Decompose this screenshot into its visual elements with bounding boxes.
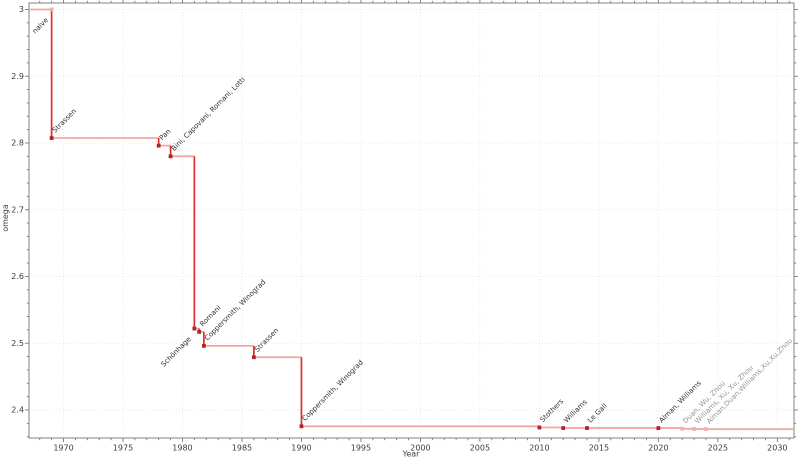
data-point-marker bbox=[704, 427, 708, 431]
data-point-marker bbox=[299, 424, 304, 429]
y-tick-label: 2.8 bbox=[11, 139, 24, 148]
x-tick-label: 1975 bbox=[113, 444, 133, 453]
data-point-label: Strassen bbox=[51, 107, 78, 134]
data-point-marker bbox=[656, 426, 661, 430]
x-tick-label: 1990 bbox=[291, 444, 311, 453]
data-point-marker bbox=[561, 426, 566, 430]
y-tick-label: 2.4 bbox=[11, 406, 24, 415]
data-point-marker bbox=[192, 326, 197, 331]
y-axis-title: omega bbox=[1, 204, 10, 232]
data-point-label: Le Gall bbox=[586, 402, 609, 425]
y-tick-label: 2.5 bbox=[11, 339, 24, 348]
chart-generated-layer: 1970 1975 1980 1985 1990 1995 2000 2005 2010 2015… bbox=[11, 0, 798, 453]
data-point-label: Stothers bbox=[539, 397, 566, 424]
x-tick-label: 1995 bbox=[351, 444, 371, 453]
x-tick-label: 2010 bbox=[529, 444, 549, 453]
y-tick-label: 3 bbox=[19, 5, 24, 14]
data-point-marker bbox=[201, 343, 206, 348]
data-point-label: Pan bbox=[158, 127, 173, 142]
data-point-marker bbox=[680, 426, 685, 431]
x-tick-label: 2005 bbox=[470, 444, 490, 453]
x-tick-label: 1970 bbox=[53, 444, 73, 453]
y-tick-label: 2.6 bbox=[11, 272, 24, 281]
data-point-marker bbox=[156, 143, 161, 148]
axis-frame bbox=[28, 2, 795, 439]
y-tick-label: 2.9 bbox=[11, 72, 24, 81]
x-tick-label: 2025 bbox=[708, 444, 728, 453]
data-point-label: Williams, Xu, Xu, Zhou bbox=[693, 364, 755, 426]
x-tick-label: 2020 bbox=[648, 444, 668, 453]
data-point-marker bbox=[537, 425, 542, 430]
data-point-label: naive bbox=[31, 16, 50, 35]
data-point-marker bbox=[585, 426, 589, 430]
x-tick-label: 1980 bbox=[172, 444, 192, 453]
x-tick-label: 2000 bbox=[410, 444, 430, 453]
data-point-label: Coppersmith, Winograd bbox=[301, 359, 365, 423]
data-point-marker bbox=[49, 7, 54, 12]
data-point-marker bbox=[49, 136, 54, 140]
data-point-marker bbox=[251, 355, 256, 360]
data-point-label: Strassen bbox=[253, 326, 280, 353]
x-axis-title: Year bbox=[402, 450, 421, 459]
data-point-marker bbox=[692, 427, 696, 431]
data-point-label: Schönhage bbox=[160, 335, 193, 368]
data-point-label: Williams bbox=[562, 398, 589, 425]
data-point-label: Bini, Capovani, Romani, Lotti bbox=[170, 76, 247, 153]
data-point-marker bbox=[197, 329, 202, 334]
x-tick-label: 2015 bbox=[589, 444, 609, 453]
x-tick-label: 2030 bbox=[767, 444, 787, 453]
x-tick-label: 1985 bbox=[232, 444, 252, 453]
y-tick-label: 2.7 bbox=[11, 205, 24, 214]
data-point-marker bbox=[168, 154, 173, 159]
